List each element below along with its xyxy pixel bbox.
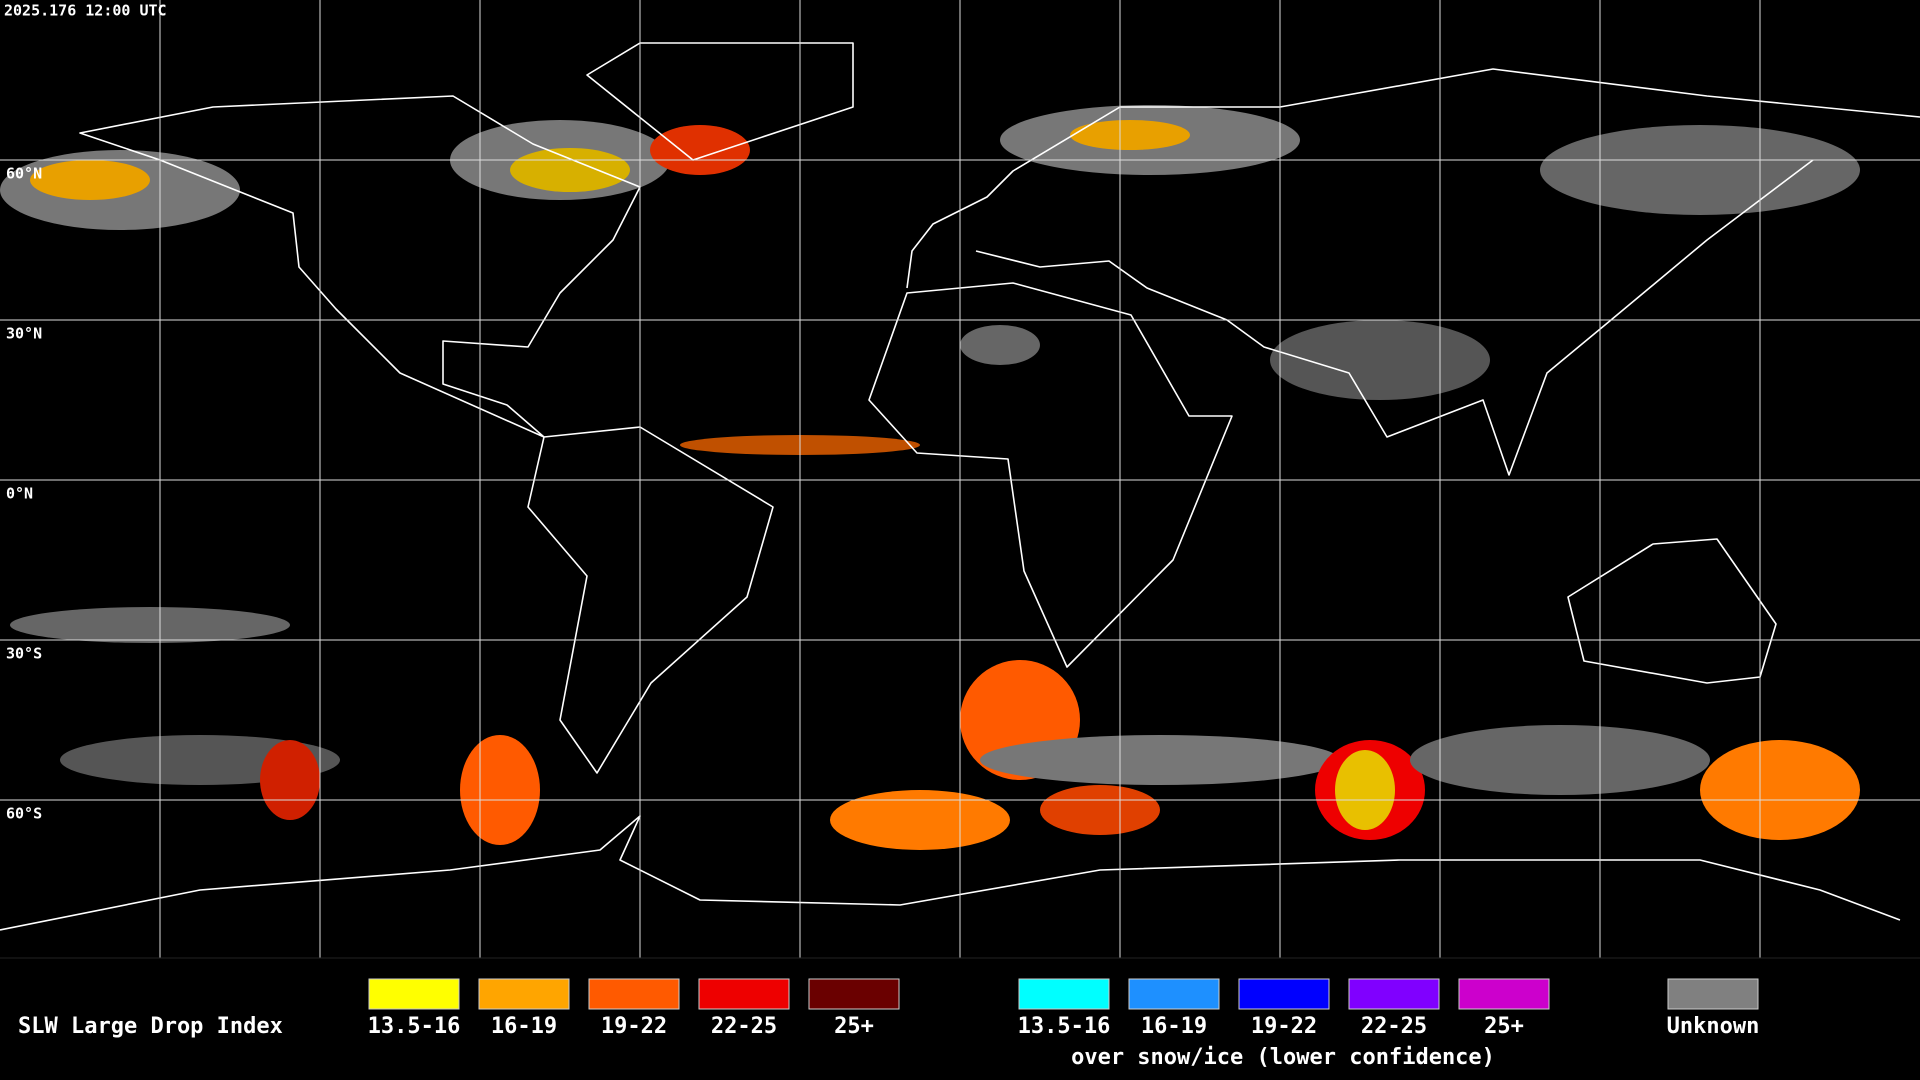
legend-label: 16-19 (1141, 1014, 1207, 1039)
legend-swatch (1238, 978, 1330, 1010)
legend-label: 19-22 (601, 1014, 667, 1039)
legend: 13.5-16 16-19 19-22 22-25 25+ 13.5-16 16-19 19-… (368, 978, 1760, 1039)
cloud-field (0, 105, 1860, 850)
legend-swatch (1667, 978, 1759, 1010)
legend-label: Unknown (1667, 1014, 1760, 1039)
legend-swatch (478, 978, 570, 1010)
timestamp: 2025.176 12:00 UTC (4, 2, 167, 20)
legend-label: 22-25 (1361, 1014, 1427, 1039)
legend-label: 16-19 (491, 1014, 557, 1039)
legend-label: 25+ (1484, 1014, 1524, 1039)
legend-swatch (808, 978, 900, 1010)
legend-label: 19-22 (1251, 1014, 1317, 1039)
legend-swatch (1018, 978, 1110, 1010)
graticule: 60°N 30°N 0°N 30°S 60°S (0, 0, 1920, 958)
latitude-label: 30°S (6, 645, 42, 663)
legend-swatch (588, 978, 680, 1010)
legend-swatch (698, 978, 790, 1010)
legend-label: 25+ (834, 1014, 874, 1039)
latitude-label: 30°N (6, 325, 42, 343)
latitude-label: 60°S (6, 805, 42, 823)
legend-swatch (1348, 978, 1440, 1010)
latitude-label: 60°N (6, 165, 42, 183)
snow-caption: over snow/ice (lower confidence) (1071, 1045, 1495, 1070)
legend-label: 13.5-16 (368, 1014, 461, 1039)
legend-title: SLW Large Drop Index (18, 1014, 283, 1039)
legend-swatch (1128, 978, 1220, 1010)
latitude-label: 0°N (6, 485, 33, 503)
legend-label: 13.5-16 (1018, 1014, 1111, 1039)
legend-label: 22-25 (711, 1014, 777, 1039)
legend-swatch (1458, 978, 1550, 1010)
legend-swatch (368, 978, 460, 1010)
